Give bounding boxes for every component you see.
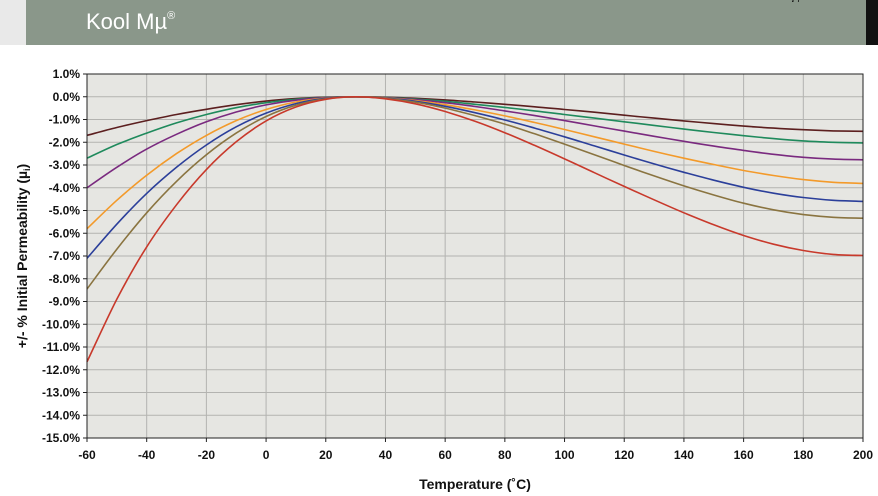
- page-title-text: Kool Mµ: [86, 9, 168, 34]
- registered-mark: ®: [167, 10, 176, 22]
- x-tick-label: 20: [319, 448, 333, 462]
- series-line: [86, 95, 864, 259]
- series-label: 125µ: [780, 0, 803, 3]
- series-label: 26µ: [779, 0, 797, 3]
- y-tick-label: -13.0%: [42, 386, 80, 400]
- x-tick-label: 0: [263, 448, 270, 462]
- series-line: [86, 95, 864, 189]
- series-line: [86, 95, 864, 290]
- y-tick-label: 1.0%: [53, 67, 81, 81]
- grid-lines: [87, 74, 863, 438]
- y-tick-label: -2.0%: [49, 135, 81, 149]
- x-tick-label: 120: [614, 448, 634, 462]
- y-axis-label-sub: i: [22, 168, 32, 171]
- y-tick-label: 0.0%: [53, 90, 81, 104]
- series-label: 60µ: [780, 0, 797, 3]
- y-tick-label: -9.0%: [49, 295, 81, 309]
- y-tick-label: -3.0%: [49, 158, 81, 172]
- y-tick-label: -7.0%: [49, 249, 81, 263]
- header-title-band: [26, 0, 866, 45]
- y-tick-label: -8.0%: [49, 272, 81, 286]
- y-tick-label: -6.0%: [49, 226, 81, 240]
- x-tick-label: 140: [674, 448, 694, 462]
- y-tick-label: -10.0%: [42, 317, 80, 331]
- y-tick-label: -4.0%: [49, 181, 81, 195]
- series-label: 40µ: [779, 0, 797, 3]
- x-tick-label: 100: [555, 448, 575, 462]
- series-line: [86, 95, 864, 363]
- y-axis-ticks: 1.0% 0.0% -1.0% -2.0% -3.0% -4.0% -5.0% -6.0% -7…: [42, 67, 87, 445]
- x-tick-label: -60: [78, 448, 96, 462]
- y-tick-label: -11.0%: [43, 340, 81, 354]
- series-label: 14µ: [780, 0, 797, 3]
- x-tick-label: 180: [793, 448, 813, 462]
- y-tick-label: -15.0%: [42, 431, 80, 445]
- x-tick-label: -40: [138, 448, 156, 462]
- page-title: Kool Mµ®: [86, 9, 175, 35]
- x-tick-label: 60: [438, 448, 452, 462]
- series-lines: [86, 95, 864, 363]
- x-tick-label: 40: [379, 448, 393, 462]
- y-axis-label-close: ): [14, 164, 30, 169]
- x-tick-label: 80: [498, 448, 512, 462]
- series-line: [86, 95, 864, 230]
- y-tick-label: -12.0%: [42, 363, 80, 377]
- series-label: 90µ: [780, 0, 797, 3]
- series-labels: 14µ26µ40µ60µ75µ90µ125µ: [779, 0, 803, 3]
- x-tick-label: -20: [198, 448, 216, 462]
- x-axis-ticks: -60 -40 -20 0 20 40 60 80 100 120 140 160 180 200: [78, 438, 873, 462]
- y-axis-label-main: +/- % Initial Permeability (µ: [14, 171, 30, 348]
- y-axis-label: +/- % Initial Permeability (µi): [14, 164, 32, 348]
- x-tick-label: 200: [853, 448, 873, 462]
- header-right-edge: [866, 0, 878, 45]
- series-line: [86, 95, 864, 159]
- y-tick-label: -14.0%: [42, 408, 80, 422]
- y-tick-label: -1.0%: [49, 113, 81, 127]
- series-label: 75µ: [780, 0, 797, 3]
- series-line: [86, 95, 864, 137]
- x-tick-label: 160: [734, 448, 754, 462]
- x-axis-label: Temperature (˚C): [419, 476, 531, 492]
- y-tick-label: -5.0%: [49, 204, 81, 218]
